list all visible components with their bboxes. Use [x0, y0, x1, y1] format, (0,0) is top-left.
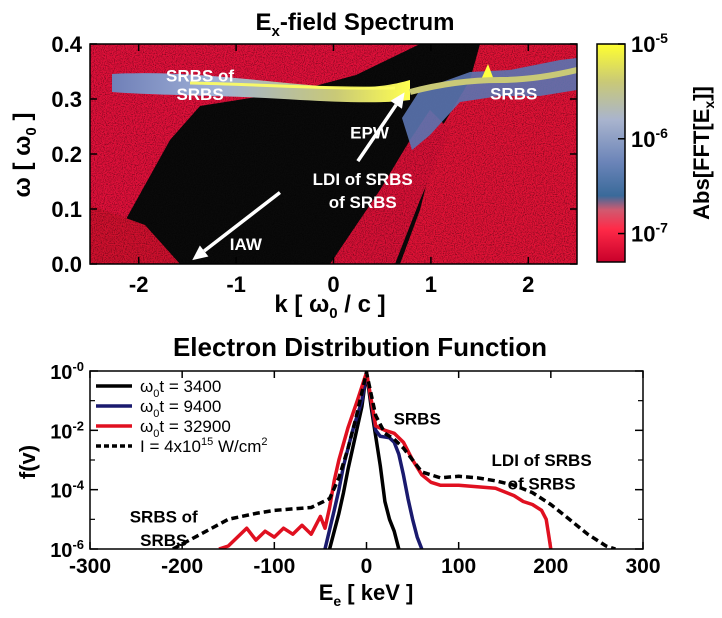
edf-annotation: SRBS of: [130, 507, 198, 526]
edf-xlabel-sub: e: [333, 593, 341, 609]
edf-x-tick-label: -100: [253, 555, 295, 578]
edf-title: Electron Distribution Function: [173, 332, 547, 362]
spectrum-band: [112, 73, 410, 103]
spectrum-annotation: SRBS of: [166, 66, 234, 85]
spectrum-y-tick-label: 0.1: [51, 197, 82, 222]
spectrum-y-tick-label: 0.0: [51, 252, 82, 277]
legend-label-2: ω0t = 32900: [140, 417, 231, 440]
colorbar-label: Abs[FFT[Ex]]: [689, 86, 717, 220]
edf-xlabel-main: E: [319, 580, 334, 605]
spectrum-y-tick-label: 0.4: [51, 32, 82, 57]
spectrum-x-tick-label: 2: [522, 272, 534, 297]
edf-x-tick-label: -200: [161, 555, 203, 578]
colorbar-ticks: 10-5 10-6 10-7: [618, 30, 668, 247]
spectrum-ylabel-omega: ω: [9, 136, 36, 156]
colorbar-label-end: ]]: [689, 86, 714, 101]
spectrum-blue-srbs-region: [402, 58, 577, 150]
spectrum-annotation: SRBS: [490, 85, 537, 104]
spectrum-y-tick-label: 0.3: [51, 87, 82, 112]
annotation-arrow-shaft: [203, 191, 281, 253]
spectrum-y-label: ω [ ω0 ]: [9, 113, 40, 198]
edf-x-tick-label: 0: [361, 555, 373, 578]
spectrum-xlabel-sub: 0: [329, 305, 337, 322]
spectrum-title-rest: -field Spectrum: [280, 9, 455, 36]
annotation-arrow-shaft: [356, 103, 398, 163]
edf-x-tick-label: 100: [441, 555, 476, 578]
colorbar-tick-label: 10-6: [631, 125, 668, 152]
spectrum-annotation: of SRBS: [329, 193, 397, 212]
spectrum-title-sub: x: [271, 23, 280, 40]
spectrum-xlabel-suffix: / c ]: [338, 291, 386, 318]
colorbar: [596, 43, 626, 263]
edf-y-tick-label: 10-6: [50, 537, 84, 562]
edf-annotations: SRBS LDI of SRBS of SRBS SRBS of SRBS: [130, 409, 592, 550]
edf-annotation: LDI of SRBS: [492, 451, 592, 470]
annotation-arrow-head: [192, 245, 209, 261]
edf-x-tick-label: 300: [625, 555, 660, 578]
edf-frame: [89, 370, 644, 550]
spectrum-x-tick-label: -2: [129, 272, 149, 297]
spectrum-title-main: E: [255, 9, 271, 36]
edf-annotation: SRBS: [394, 409, 441, 428]
spectrum-ylabel-suffix: ]: [9, 113, 36, 128]
spectrum-ylabel-sub: 0: [23, 127, 40, 135]
spectrum-ylabel-prefix: ω [: [9, 156, 36, 198]
colorbar-tick-label: 10-7: [631, 220, 668, 247]
spectrum-arrows: [192, 92, 405, 261]
edf-series-line-3: [172, 371, 616, 549]
spectrum-xlabel-omega: ω: [309, 291, 329, 318]
edf-x-tick-label: -300: [69, 555, 111, 578]
edf-y-tick-label: 10-4: [50, 478, 85, 503]
spectrum-x-axis: -2 -1 0 1 2: [129, 44, 534, 297]
edf-x-tick-label: 200: [533, 555, 568, 578]
edf-x-label: Ee [ keV ]: [319, 580, 414, 609]
edf-annotation: SRBS: [140, 531, 187, 550]
edf-y-label: f(v): [15, 445, 40, 479]
spectrum-annotation: LDI of SRBS: [313, 170, 413, 189]
spectrum-x-tick-label: 1: [425, 272, 437, 297]
spectrum-image: [90, 44, 577, 264]
spectrum-xlabel-prefix: k [: [274, 291, 309, 318]
edf-y-tick-label: 10-0: [50, 359, 84, 384]
spectrum-annotation: IAW: [230, 235, 263, 254]
colorbar-tick-label: 10-5: [631, 30, 668, 57]
spectrum-x-tick-label: -1: [226, 272, 246, 297]
spectrum-srbs-band: [409, 67, 577, 95]
edf-xlabel-suffix: [ keV ]: [341, 580, 413, 605]
edf-series: [172, 371, 616, 549]
legend-label-0: ω0t = 3400: [140, 377, 221, 400]
edf-annotation: of SRBS: [508, 475, 576, 494]
annotation-arrow-head: [390, 92, 405, 109]
legend-label-1: ω0t = 9400: [140, 397, 221, 420]
spectrum-x-tick-label: 0: [327, 272, 339, 297]
colorbar-label-main: Abs[FFT[E: [689, 109, 714, 220]
spectrum-annotation: EPW: [350, 124, 390, 143]
colorbar-label-sub: x: [701, 101, 717, 109]
spectrum-x-label: k [ ω0 / c ]: [274, 291, 385, 322]
spectrum-y-axis: 0.0 0.1 0.2 0.3 0.4: [51, 32, 577, 277]
edf-y-tick-label: 10-2: [50, 418, 84, 443]
spectrum-annotation: SRBS: [176, 85, 223, 104]
spectrum-band-core: [189, 81, 396, 90]
spectrum-title: Ex-field Spectrum: [255, 9, 454, 40]
legend-label-3: I = 4x1015 W/cm2: [140, 436, 268, 456]
spectrum-y-tick-label: 0.2: [51, 142, 82, 167]
